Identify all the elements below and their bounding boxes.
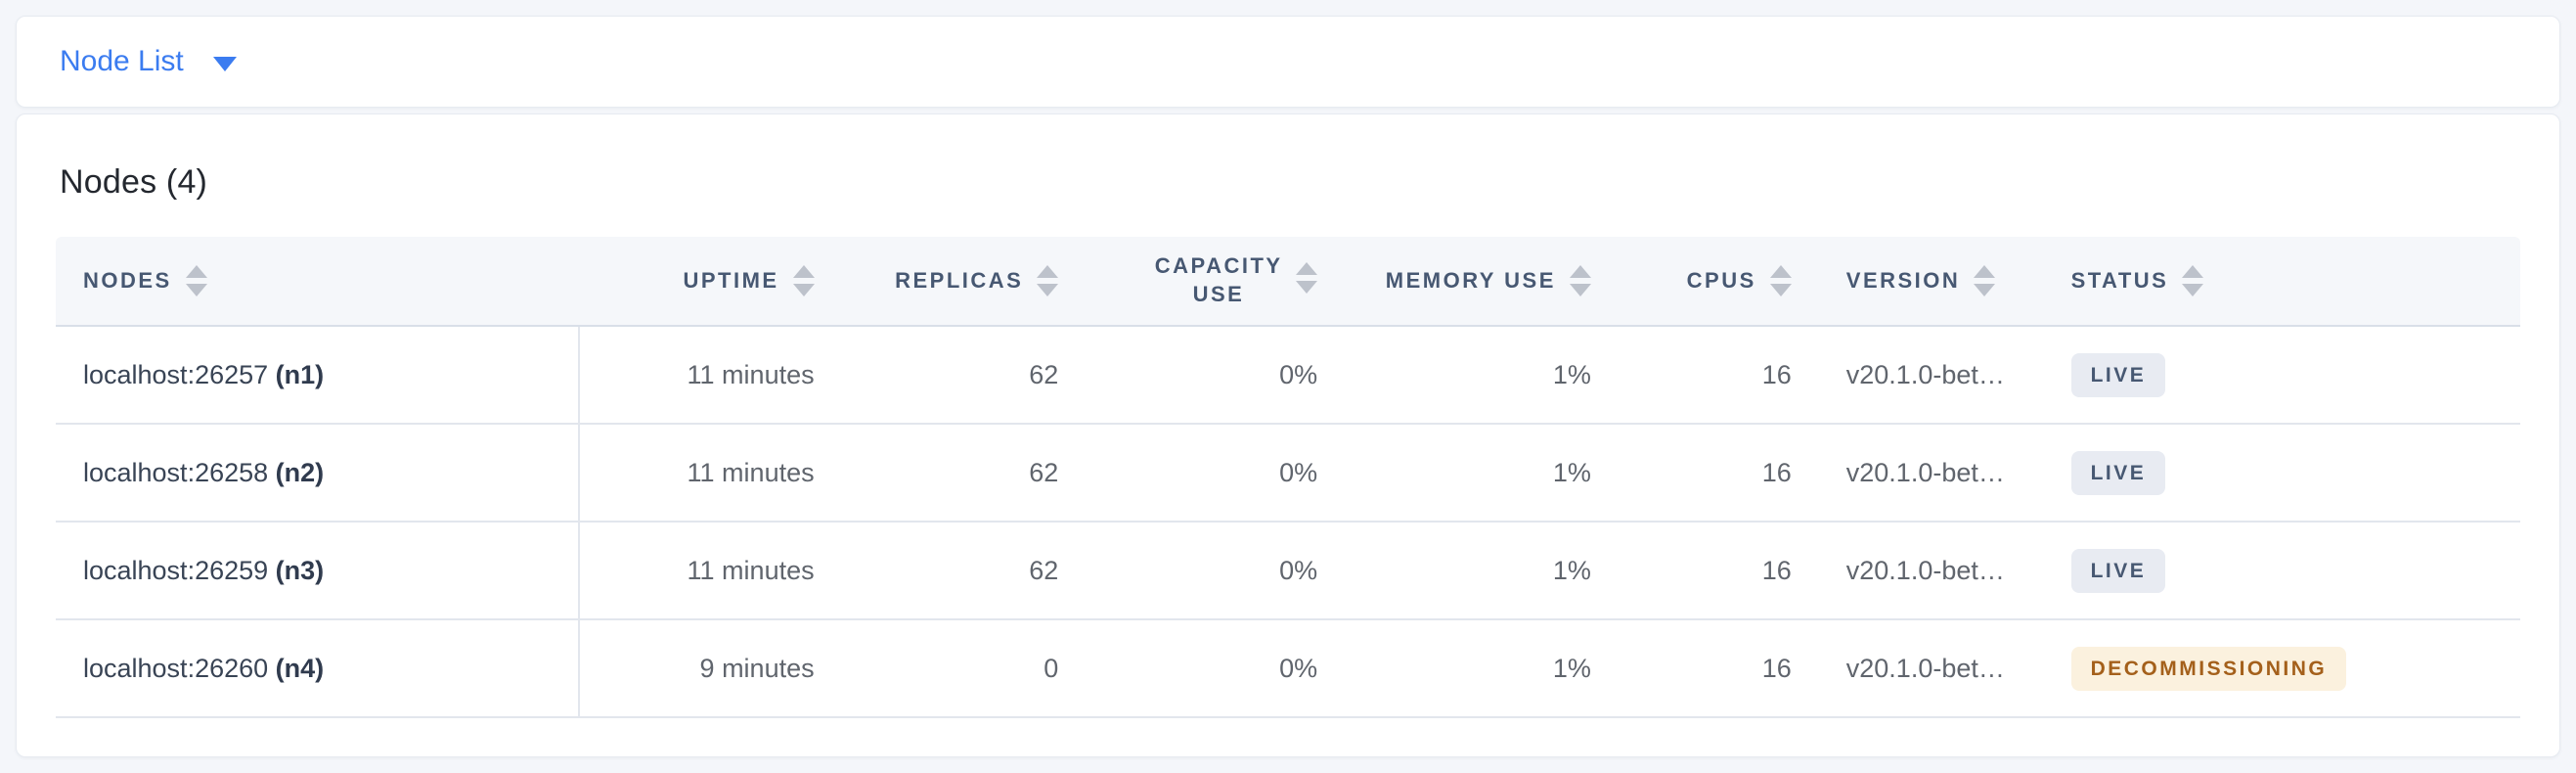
- sort-arrows-icon: [1769, 265, 1792, 296]
- node-id: (n4): [268, 653, 325, 683]
- column-header-uptime[interactable]: UPTIME: [578, 237, 842, 327]
- sort-arrows-icon: [1569, 265, 1591, 296]
- sort-arrows-icon: [1974, 265, 1996, 296]
- column-header-label: CAPACITY USE: [1154, 253, 1283, 306]
- column-header-label: VERSION: [1845, 267, 1961, 293]
- table-row[interactable]: localhost:26259 (n3) 11 minutes 62 0% 1% 16 v2…: [56, 522, 2520, 620]
- node-id: (n3): [268, 555, 325, 585]
- uptime-cell: 11 minutes: [578, 326, 842, 425]
- column-header-replicas[interactable]: REPLICAS: [841, 237, 1087, 327]
- replicas-cell: 62: [841, 424, 1087, 523]
- caret-down-icon: [212, 56, 237, 71]
- replicas-cell: 0: [841, 619, 1087, 718]
- column-header-label: NODES: [83, 267, 172, 293]
- replicas-cell: 62: [841, 326, 1087, 425]
- node-address: localhost:26257: [83, 359, 269, 389]
- nodes-table-body: localhost:26257 (n1) 11 minutes 62 0% 1% 16 v2…: [56, 326, 2520, 718]
- column-header-status[interactable]: STATUS: [2043, 237, 2520, 327]
- column-header-nodes[interactable]: NODES: [56, 237, 579, 327]
- nodes-panel: Nodes (4) NODES UPTIME REPLICAS CAPACITY US…: [16, 114, 2560, 757]
- status-badge: LIVE: [2070, 450, 2166, 495]
- capacity-use-cell: 0%: [1086, 522, 1346, 620]
- node-list-selector[interactable]: Node List: [16, 16, 2560, 108]
- cpus-cell: 16: [1618, 326, 1819, 425]
- memory-use-cell: 1%: [1345, 326, 1619, 425]
- status-badge: LIVE: [2070, 352, 2166, 397]
- status-badge: LIVE: [2070, 548, 2166, 593]
- uptime-cell: 9 minutes: [578, 619, 842, 718]
- sort-arrows-icon: [1296, 262, 1318, 295]
- version-cell: v20.1.0-bet…: [1818, 619, 2044, 718]
- column-header-memory-use[interactable]: MEMORY USE: [1345, 237, 1619, 327]
- uptime-cell: 11 minutes: [578, 522, 842, 620]
- node-list-selector-label: Node List: [60, 45, 184, 77]
- uptime-cell: 11 minutes: [578, 424, 842, 523]
- sort-arrows-icon: [185, 265, 207, 296]
- table-row[interactable]: localhost:26257 (n1) 11 minutes 62 0% 1% 16 v2…: [56, 326, 2520, 425]
- table-row[interactable]: localhost:26260 (n4) 9 minutes 0 0% 1% 16 v20.…: [56, 619, 2520, 718]
- status-cell: DECOMMISSIONING: [2043, 619, 2520, 718]
- status-badge: DECOMMISSIONING: [2070, 646, 2347, 691]
- version-cell: v20.1.0-bet…: [1818, 424, 2044, 523]
- column-header-label: CPUS: [1686, 267, 1756, 293]
- column-header-label: REPLICAS: [895, 267, 1024, 293]
- node-id: (n2): [268, 457, 325, 487]
- column-header-capacity-use[interactable]: CAPACITY USE: [1086, 237, 1346, 327]
- column-header-label: UPTIME: [683, 267, 779, 293]
- capacity-use-cell: 0%: [1086, 424, 1346, 523]
- column-header-version[interactable]: VERSION: [1818, 237, 2044, 327]
- column-header-label: STATUS: [2070, 267, 2169, 293]
- capacity-use-cell: 0%: [1086, 619, 1346, 718]
- memory-use-cell: 1%: [1345, 522, 1619, 620]
- node-address: localhost:26259: [83, 555, 269, 585]
- column-header-label: MEMORY USE: [1385, 267, 1556, 293]
- page-title: Nodes (4): [60, 163, 208, 201]
- nodes-cell: localhost:26259 (n3): [56, 522, 580, 620]
- node-address: localhost:26258: [83, 457, 269, 487]
- nodes-cell: localhost:26258 (n2): [56, 424, 580, 523]
- status-cell: LIVE: [2043, 326, 2520, 425]
- sort-arrows-icon: [792, 265, 815, 296]
- node-id: (n1): [268, 359, 325, 389]
- status-cell: LIVE: [2043, 424, 2520, 523]
- nodes-cell: localhost:26257 (n1): [56, 326, 580, 425]
- replicas-cell: 62: [841, 522, 1087, 620]
- nodes-table-head: NODES UPTIME REPLICAS CAPACITY USE MEMORY US…: [56, 237, 2520, 327]
- sort-arrows-icon: [1037, 265, 1059, 296]
- cpus-cell: 16: [1618, 424, 1819, 523]
- capacity-use-cell: 0%: [1086, 326, 1346, 425]
- status-cell: LIVE: [2043, 522, 2520, 620]
- version-cell: v20.1.0-bet…: [1818, 326, 2044, 425]
- table-row[interactable]: localhost:26258 (n2) 11 minutes 62 0% 1% 16 v2…: [56, 424, 2520, 523]
- memory-use-cell: 1%: [1345, 619, 1619, 718]
- memory-use-cell: 1%: [1345, 424, 1619, 523]
- header-row: NODES UPTIME REPLICAS CAPACITY USE MEMORY US…: [56, 237, 2520, 327]
- node-address: localhost:26260: [83, 653, 269, 683]
- version-cell: v20.1.0-bet…: [1818, 522, 2044, 620]
- cpus-cell: 16: [1618, 522, 1819, 620]
- nodes-table: NODES UPTIME REPLICAS CAPACITY USE MEMORY US…: [56, 237, 2520, 718]
- cpus-cell: 16: [1618, 619, 1819, 718]
- column-header-cpus[interactable]: CPUS: [1618, 237, 1819, 327]
- nodes-cell: localhost:26260 (n4): [56, 619, 580, 718]
- sort-arrows-icon: [2182, 265, 2204, 296]
